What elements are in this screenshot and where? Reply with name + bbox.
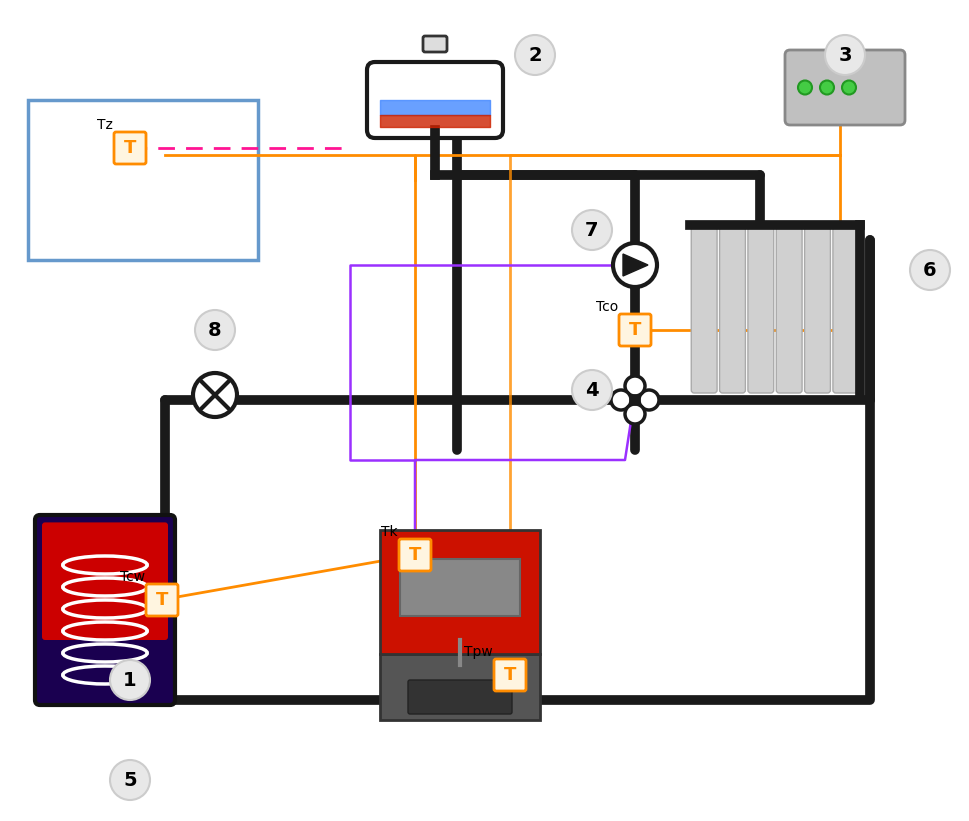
Circle shape — [841, 80, 855, 94]
Text: Tz: Tz — [97, 118, 112, 132]
FancyBboxPatch shape — [380, 530, 540, 654]
Circle shape — [624, 404, 644, 424]
Text: 7: 7 — [584, 221, 598, 240]
Text: T: T — [628, 321, 641, 339]
Text: 8: 8 — [208, 320, 222, 340]
Text: T: T — [156, 591, 168, 609]
Polygon shape — [622, 254, 647, 276]
Circle shape — [572, 210, 611, 250]
Circle shape — [195, 310, 234, 350]
Circle shape — [109, 660, 150, 700]
Circle shape — [572, 370, 611, 410]
FancyBboxPatch shape — [408, 680, 512, 714]
FancyBboxPatch shape — [35, 515, 174, 705]
Text: T: T — [408, 546, 421, 564]
Text: 6: 6 — [922, 260, 936, 279]
Circle shape — [624, 376, 644, 396]
FancyBboxPatch shape — [803, 227, 829, 393]
Text: 1: 1 — [123, 671, 137, 690]
Circle shape — [819, 80, 833, 94]
FancyBboxPatch shape — [618, 314, 650, 346]
Text: T: T — [124, 139, 136, 157]
Text: Tcw: Tcw — [120, 570, 144, 584]
FancyBboxPatch shape — [380, 654, 540, 720]
FancyBboxPatch shape — [399, 558, 519, 616]
FancyBboxPatch shape — [422, 36, 447, 52]
Circle shape — [825, 35, 864, 75]
Text: 2: 2 — [528, 45, 542, 65]
Text: Tpw: Tpw — [464, 645, 492, 659]
FancyBboxPatch shape — [784, 50, 904, 125]
FancyBboxPatch shape — [398, 539, 430, 571]
Circle shape — [515, 35, 554, 75]
Text: 5: 5 — [123, 770, 137, 790]
Circle shape — [797, 80, 811, 94]
Circle shape — [612, 243, 656, 287]
Circle shape — [909, 250, 949, 290]
Text: 4: 4 — [584, 380, 598, 400]
Circle shape — [193, 373, 236, 417]
FancyBboxPatch shape — [42, 522, 168, 640]
FancyBboxPatch shape — [366, 62, 503, 138]
Text: Tk: Tk — [381, 525, 397, 539]
FancyBboxPatch shape — [832, 227, 858, 393]
Text: T: T — [503, 666, 516, 684]
FancyBboxPatch shape — [146, 584, 178, 616]
Circle shape — [610, 390, 631, 410]
FancyBboxPatch shape — [691, 227, 716, 393]
Text: 3: 3 — [837, 45, 851, 65]
FancyBboxPatch shape — [493, 659, 525, 691]
Circle shape — [629, 395, 640, 405]
FancyBboxPatch shape — [114, 132, 146, 164]
FancyBboxPatch shape — [775, 227, 801, 393]
Circle shape — [639, 390, 658, 410]
Text: Tco: Tco — [595, 300, 617, 314]
Circle shape — [109, 760, 150, 800]
FancyBboxPatch shape — [719, 227, 744, 393]
FancyBboxPatch shape — [747, 227, 773, 393]
